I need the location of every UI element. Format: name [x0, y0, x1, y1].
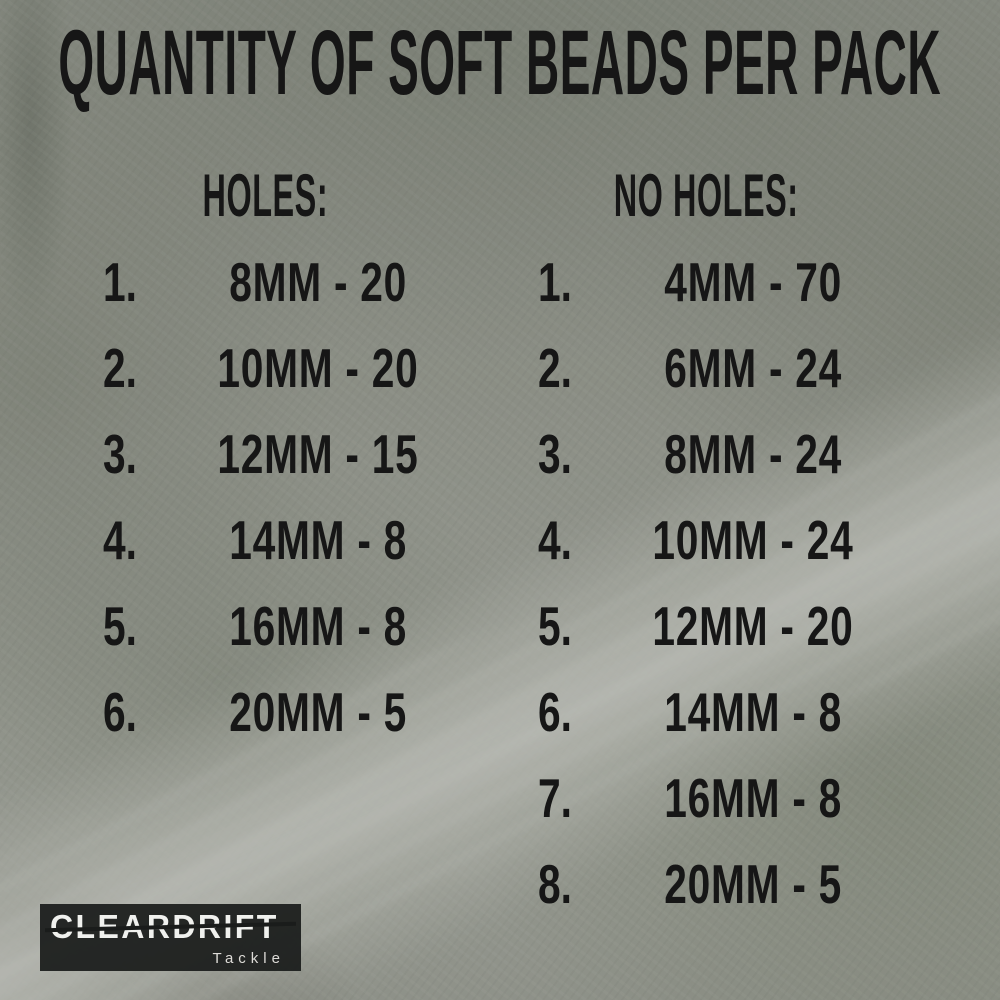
- list-item: 1. 8MM - 20: [0, 255, 520, 341]
- item-label-box: 16MM - 8: [553, 771, 953, 826]
- item-number: 6.: [103, 681, 137, 743]
- item-label-box: 12MM - 20: [553, 599, 953, 654]
- item-label-box: 12MM - 15: [118, 427, 518, 482]
- item-number: 1.: [103, 251, 137, 313]
- item-label-box: 14MM - 8: [553, 685, 953, 740]
- item-number: 4.: [538, 509, 572, 571]
- item-label: 20MM - 5: [229, 681, 407, 743]
- brand-logo: CLEARDRIFT Tackle: [40, 904, 301, 971]
- no-holes-list: 1. 4MM - 70 2. 6MM - 24 3. 8MM - 24 4. 1…: [435, 255, 955, 943]
- column-header-no-holes: NO HOLES:: [441, 166, 971, 226]
- list-item: 5. 16MM - 8: [0, 599, 520, 685]
- holes-list: 1. 8MM - 20 2. 10MM - 20 3. 12MM - 15 4.…: [0, 255, 520, 771]
- item-label: 12MM - 15: [217, 423, 419, 485]
- list-item: 2. 6MM - 24: [435, 341, 955, 427]
- item-number: 6.: [538, 681, 572, 743]
- item-label-box: 10MM - 20: [118, 341, 518, 396]
- item-label-box: 8MM - 24: [553, 427, 953, 482]
- list-item: 6. 14MM - 8: [435, 685, 955, 771]
- item-label-box: 8MM - 20: [118, 255, 518, 310]
- item-label: 16MM - 8: [229, 595, 407, 657]
- list-item: 5. 12MM - 20: [435, 599, 955, 685]
- item-label: 10MM - 24: [652, 509, 854, 571]
- item-number: 7.: [538, 767, 572, 829]
- item-label: 12MM - 20: [652, 595, 854, 657]
- item-label: 6MM - 24: [664, 337, 842, 399]
- item-label: 20MM - 5: [664, 853, 842, 915]
- item-label-box: 20MM - 5: [553, 857, 953, 912]
- brand-sub-label: Tackle: [212, 950, 285, 967]
- list-item: 4. 14MM - 8: [0, 513, 520, 599]
- item-label: 8MM - 20: [229, 251, 407, 313]
- item-number: 2.: [538, 337, 572, 399]
- item-label: 14MM - 8: [229, 509, 407, 571]
- item-label: 14MM - 8: [664, 681, 842, 743]
- holes-header-label: HOLES:: [202, 162, 328, 229]
- page-title: QUANTITY OF SOFT BEADS PER PACK: [58, 12, 942, 114]
- item-label-box: 14MM - 8: [118, 513, 518, 568]
- item-label-box: 16MM - 8: [118, 599, 518, 654]
- item-number: 4.: [103, 509, 137, 571]
- list-item: 3. 12MM - 15: [0, 427, 520, 513]
- item-number: 5.: [538, 595, 572, 657]
- item-label: 4MM - 70: [664, 251, 842, 313]
- item-label-box: 6MM - 24: [553, 341, 953, 396]
- column-header-holes: HOLES:: [0, 166, 530, 226]
- item-label-box: 20MM - 5: [118, 685, 518, 740]
- item-number: 8.: [538, 853, 572, 915]
- list-item: 3. 8MM - 24: [435, 427, 955, 513]
- item-label: 8MM - 24: [664, 423, 842, 485]
- item-number: 2.: [103, 337, 137, 399]
- list-item: 1. 4MM - 70: [435, 255, 955, 341]
- item-label: 16MM - 8: [664, 767, 842, 829]
- title-row: QUANTITY OF SOFT BEADS PER PACK: [0, 17, 1000, 109]
- item-number: 3.: [103, 423, 137, 485]
- list-item: 7. 16MM - 8: [435, 771, 955, 857]
- item-number: 1.: [538, 251, 572, 313]
- list-item: 4. 10MM - 24: [435, 513, 955, 599]
- item-number: 3.: [538, 423, 572, 485]
- list-item: 2. 10MM - 20: [0, 341, 520, 427]
- list-item: 8. 20MM - 5: [435, 857, 955, 943]
- list-item: 6. 20MM - 5: [0, 685, 520, 771]
- item-label: 10MM - 20: [217, 337, 419, 399]
- no-holes-header-label: NO HOLES:: [613, 162, 799, 229]
- item-label-box: 4MM - 70: [553, 255, 953, 310]
- item-label-box: 10MM - 24: [553, 513, 953, 568]
- item-number: 5.: [103, 595, 137, 657]
